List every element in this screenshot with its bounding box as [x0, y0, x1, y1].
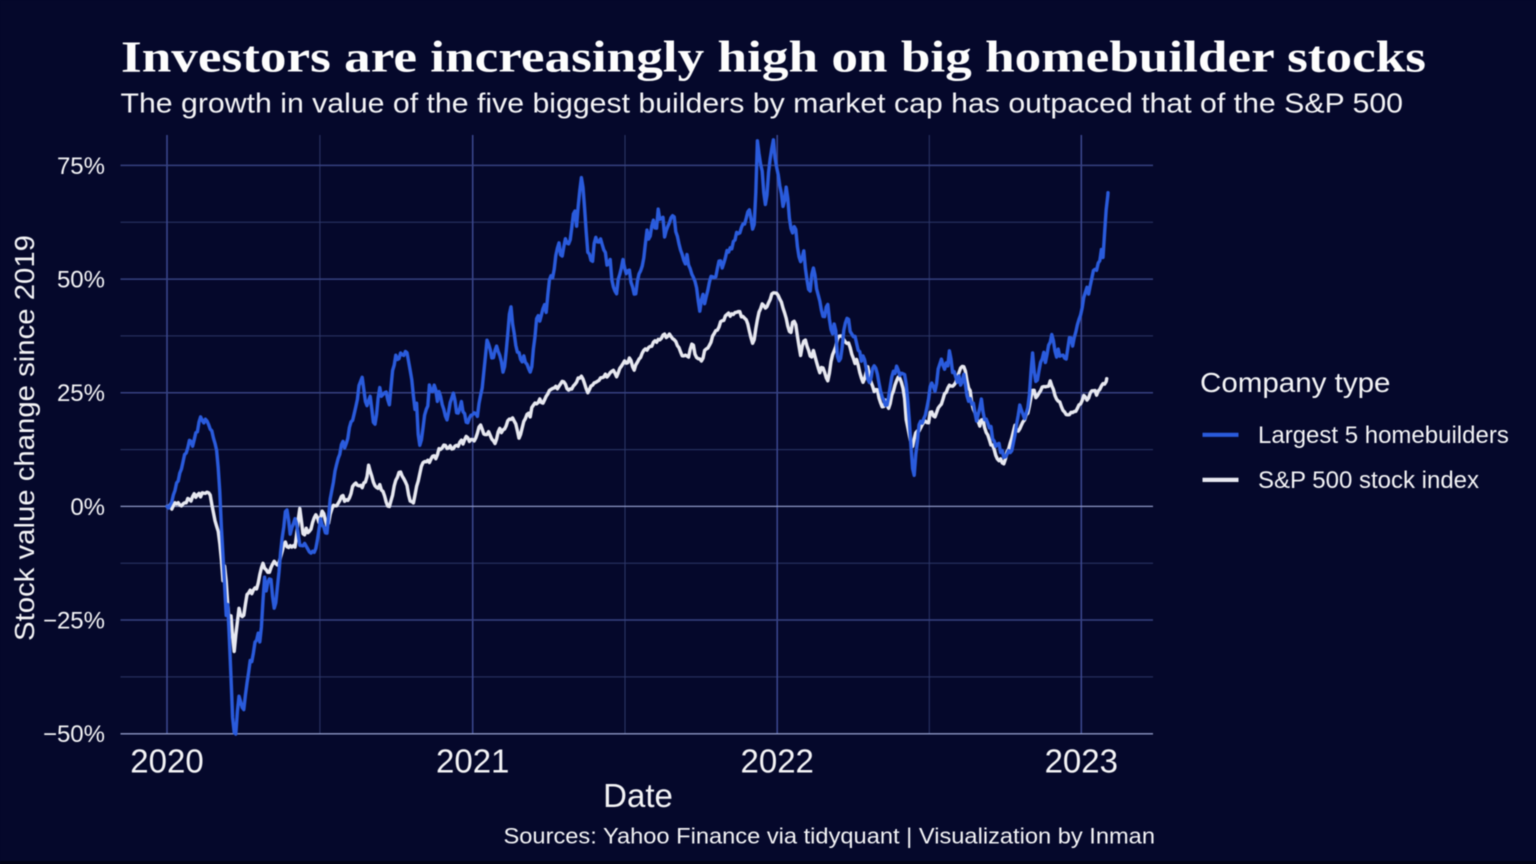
svg-text:S&P 500 stock index: S&P 500 stock index — [1258, 467, 1479, 494]
svg-text:75%: 75% — [57, 153, 105, 180]
svg-text:2023: 2023 — [1045, 743, 1118, 780]
svg-text:2020: 2020 — [130, 743, 203, 780]
svg-text:0%: 0% — [70, 494, 105, 521]
svg-text:Stock value change since 2019: Stock value change since 2019 — [9, 235, 40, 641]
svg-text:−50%: −50% — [43, 721, 105, 748]
svg-text:−25%: −25% — [43, 608, 105, 635]
svg-text:Sources: Yahoo Finance via tid: Sources: Yahoo Finance via tidyquant | V… — [504, 824, 1156, 849]
svg-text:Date: Date — [603, 777, 673, 814]
svg-text:Largest 5 homebuilders: Largest 5 homebuilders — [1258, 422, 1509, 449]
svg-text:Investors are increasingly hig: Investors are increasingly high on big h… — [121, 32, 1426, 82]
svg-text:2021: 2021 — [436, 743, 509, 780]
svg-text:The growth in value of the fiv: The growth in value of the five biggest … — [121, 88, 1404, 119]
svg-text:2022: 2022 — [740, 743, 813, 780]
svg-text:50%: 50% — [57, 267, 105, 294]
svg-text:25%: 25% — [57, 380, 105, 407]
svg-text:Company type: Company type — [1200, 367, 1391, 398]
